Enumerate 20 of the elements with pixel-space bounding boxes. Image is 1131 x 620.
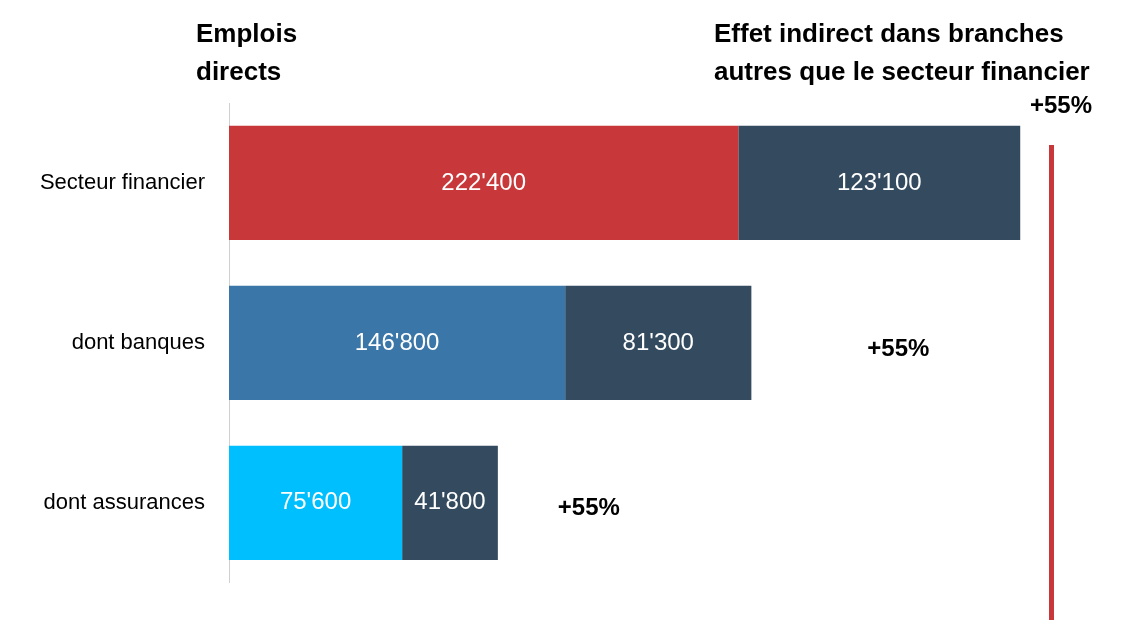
data-label: 123'100 [836,167,922,195]
text: +55% [1029,90,1092,118]
bar [229,285,566,400]
bar [229,125,739,241]
data-label: 146'800 [354,327,440,355]
y-tick-label: dont banques [71,328,205,354]
bar [565,285,752,400]
data-label: 81'300 [622,327,694,355]
data-label: 41'800 [414,487,486,515]
y-tick-label: Secteur financier [39,169,205,195]
series-label: Effet indirect dans branches autres que le secteur financier [714,18,1090,86]
bar [229,445,403,560]
data-label: 222'400 [441,167,526,195]
data-label: 75'600 [279,487,352,515]
series-label: Emplois directs [196,18,298,86]
annotation: +55% [867,333,930,361]
bar [402,445,498,560]
y-tick-label: dont assurances [43,488,205,514]
annotation: +55% [557,493,620,521]
bar [738,125,1021,241]
